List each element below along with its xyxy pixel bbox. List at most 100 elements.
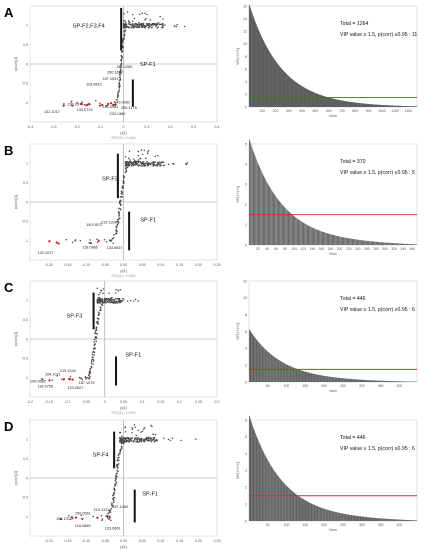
vip-bar	[394, 105, 395, 107]
vip-bar	[325, 376, 327, 382]
vip-bar	[353, 515, 355, 521]
vip-bar	[258, 29, 259, 107]
vip-bar	[390, 105, 392, 107]
vip-bar	[250, 10, 252, 108]
vip-xtick-label: 260	[364, 247, 370, 251]
vip-bar	[392, 381, 393, 382]
vip-bar	[370, 380, 372, 382]
splot-point	[111, 502, 113, 504]
vip-bar	[273, 469, 274, 521]
vip-bar	[256, 436, 258, 521]
splot-point	[141, 12, 143, 15]
vip-bar	[393, 105, 395, 107]
vip-bar	[412, 520, 414, 521]
vip-bar	[359, 103, 360, 107]
vip-bar	[265, 349, 267, 382]
vip-bar	[254, 21, 256, 107]
splot-point	[137, 150, 140, 153]
splot-point	[131, 26, 133, 29]
vip-bar	[368, 104, 369, 107]
splot-point	[117, 454, 120, 457]
vip-bar	[331, 510, 332, 521]
splot-point	[123, 37, 125, 39]
vip-bar	[347, 101, 348, 107]
vip-bar	[292, 367, 294, 382]
splot-point	[100, 289, 102, 291]
vip-bar	[290, 78, 292, 107]
vip-bar	[306, 89, 308, 107]
splot-point	[85, 376, 87, 379]
splot-point	[139, 439, 142, 441]
splot-point	[156, 161, 159, 164]
splot-point	[137, 164, 139, 166]
vip-bar	[376, 104, 377, 107]
group-label: SP-F1	[125, 352, 141, 358]
vip-bar	[393, 105, 395, 107]
vip-bar	[408, 106, 410, 107]
splot-ytick-label: -1	[25, 515, 28, 519]
vip-bar	[405, 106, 407, 107]
vip-bar	[274, 60, 276, 107]
vip-bar	[411, 106, 412, 107]
vip-bar	[364, 103, 365, 107]
vip-bar	[310, 373, 312, 382]
splot-point	[119, 288, 122, 291]
vip-bar	[365, 103, 367, 107]
vip-bar	[349, 101, 350, 107]
vip-bar	[261, 36, 262, 107]
vip-bar	[365, 516, 366, 521]
splot-point	[116, 99, 118, 101]
splot-point	[116, 218, 119, 221]
vip-bar	[307, 89, 309, 107]
vip-bar	[390, 105, 391, 107]
vip-bar	[341, 513, 343, 521]
splot-point	[129, 24, 132, 26]
splot-point	[146, 24, 148, 27]
vip-bar	[381, 105, 383, 107]
vip-bar	[270, 53, 271, 107]
vip-bar	[337, 99, 339, 107]
vip-bar	[297, 83, 299, 107]
vip-bar	[385, 518, 387, 521]
vip-bar	[352, 102, 354, 107]
splot-highlight-point	[80, 102, 83, 106]
vip-bar	[352, 515, 354, 521]
splot-point	[147, 165, 149, 167]
splot-point	[124, 156, 127, 158]
splot-point	[118, 76, 121, 78]
vip-bar	[352, 102, 353, 107]
vip-bar	[412, 106, 414, 107]
vip-bar	[255, 435, 257, 521]
vip-bar	[285, 73, 287, 107]
vip-bar	[371, 380, 373, 382]
vip-bar	[350, 379, 352, 382]
splot-point	[141, 165, 144, 167]
vip-bar	[311, 91, 313, 107]
vip-bar	[309, 372, 311, 382]
vip-total-text: Total = 370	[340, 159, 366, 165]
vip-bar	[399, 105, 400, 107]
vip-bar	[390, 105, 391, 107]
vip-bar	[294, 81, 296, 107]
splot-highlight-point	[68, 378, 72, 381]
splot-point	[102, 292, 104, 295]
vip-bar	[351, 102, 353, 107]
splot-point	[107, 301, 109, 304]
vip-bar	[283, 71, 284, 107]
vip-bar	[286, 74, 287, 107]
splot-point	[69, 375, 72, 378]
splot-point	[153, 438, 155, 440]
vip-xtick-label: 20	[256, 247, 260, 251]
vip-bar	[303, 371, 305, 382]
splot-point	[146, 160, 148, 163]
vip-bar	[354, 515, 356, 521]
vip-bar	[293, 492, 295, 521]
mz-label: 133.0724	[77, 108, 93, 112]
vip-bar	[256, 25, 258, 107]
splot-point	[137, 429, 139, 432]
vip-bar	[319, 374, 320, 382]
vip-bar	[352, 515, 353, 521]
vip-bar	[330, 97, 331, 107]
vip-bar	[291, 78, 292, 107]
